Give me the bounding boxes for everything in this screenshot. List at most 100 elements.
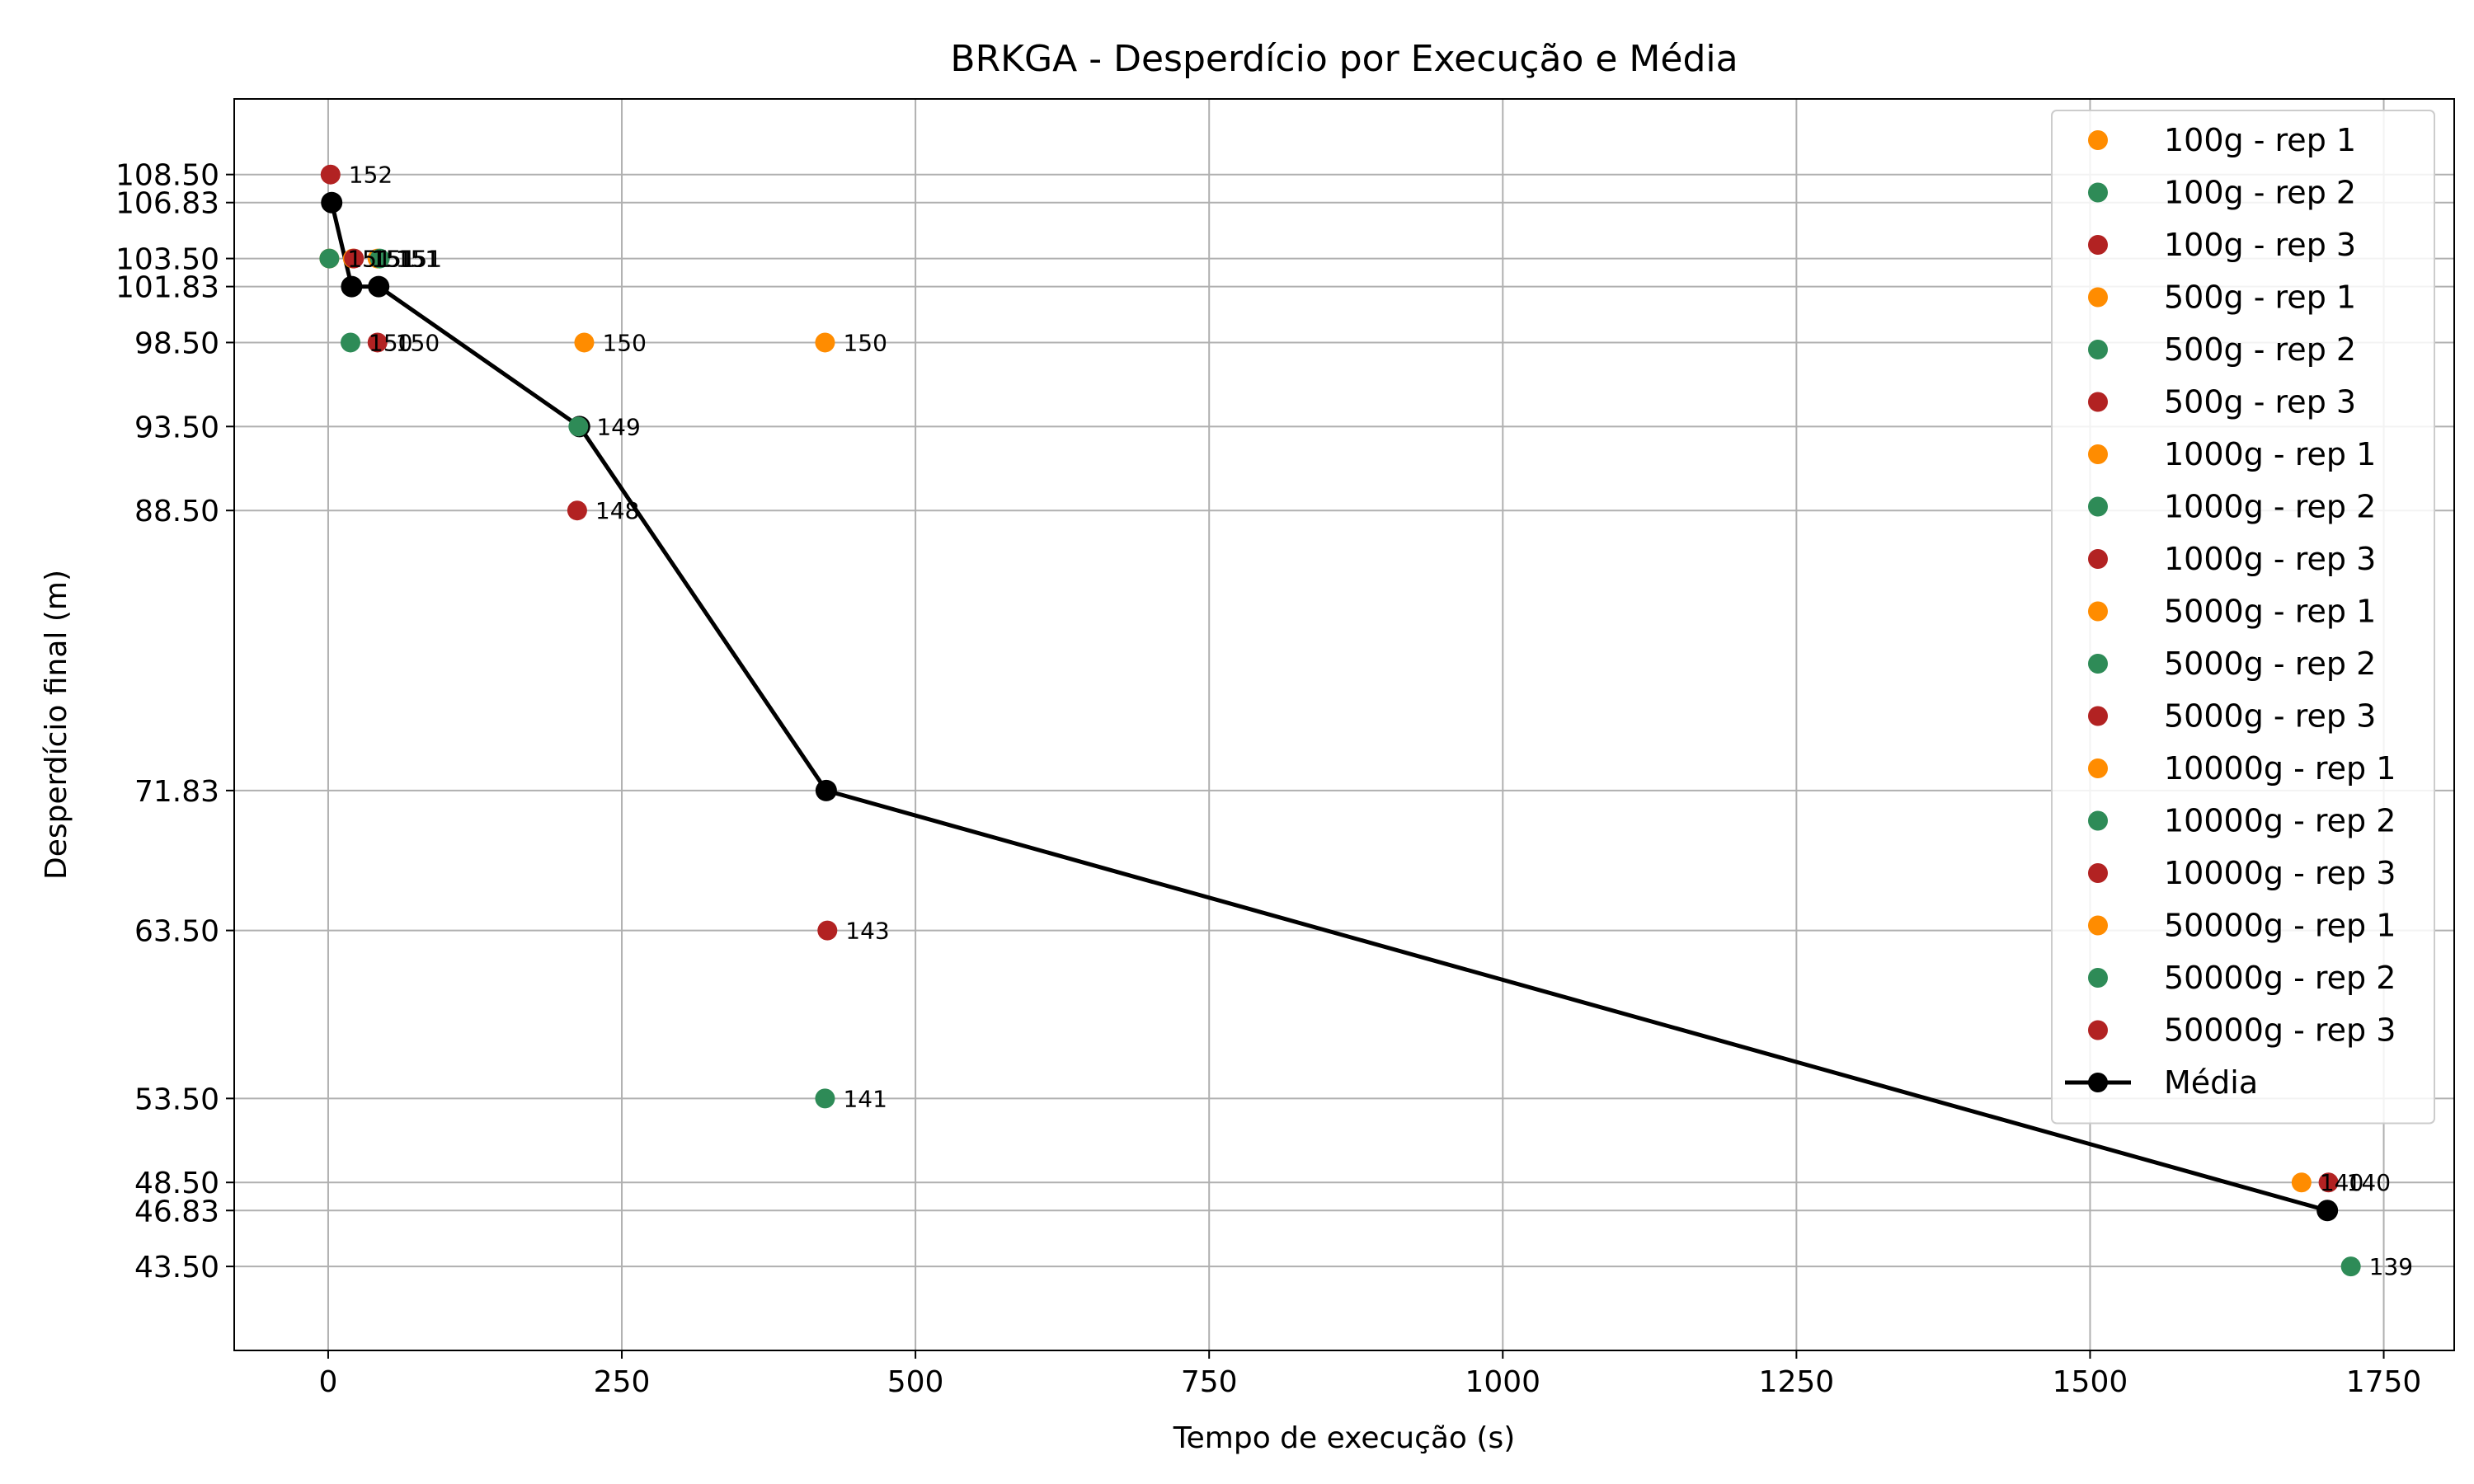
y-tick-label: 43.50	[134, 1251, 219, 1284]
legend-entry: 1000g - rep 3	[2164, 541, 2376, 577]
data-point	[344, 248, 365, 269]
chart-title: BRKGA - Desperdício por Execução e Média	[950, 38, 1738, 80]
data-point-label: 151	[372, 246, 416, 273]
legend-entry: 50000g - rep 3	[2164, 1012, 2396, 1049]
data-point	[815, 1088, 835, 1109]
legend-marker	[2088, 182, 2108, 203]
data-point-label: 141	[843, 1085, 887, 1112]
data-point	[567, 500, 587, 521]
data-point-label: 152	[349, 162, 393, 189]
legend-marker	[2088, 706, 2108, 726]
legend-marker	[2088, 287, 2108, 308]
legend-marker	[2088, 130, 2108, 150]
data-point-label: 140	[2347, 1169, 2391, 1196]
x-tick-label: 750	[1181, 1365, 1238, 1399]
legend-entry: Média	[2164, 1064, 2258, 1101]
x-tick-label: 1500	[2053, 1365, 2128, 1399]
data-point	[568, 416, 589, 437]
y-tick-label: 108.50	[115, 159, 219, 193]
legend-entry: 500g - rep 3	[2164, 384, 2356, 420]
y-axis-label: Desperdício final (m)	[40, 570, 73, 880]
mean-point	[321, 191, 343, 214]
legend-marker	[2088, 340, 2108, 359]
legend-marker	[2088, 810, 2108, 831]
data-point	[367, 332, 388, 353]
data-point	[341, 332, 361, 353]
data-point-label: 151	[398, 246, 442, 273]
y-tick-label: 103.50	[115, 243, 219, 277]
legend-entry: 500g - rep 2	[2164, 331, 2356, 368]
legend-entry: 1000g - rep 2	[2164, 489, 2376, 525]
legend-marker	[2088, 601, 2108, 622]
data-point-label: 139	[2369, 1253, 2413, 1280]
legend-entry: 5000g - rep 3	[2164, 698, 2376, 735]
legend-marker	[2088, 496, 2108, 517]
x-tick-label: 0	[318, 1365, 337, 1399]
y-tick-label: 98.50	[134, 326, 219, 360]
data-point	[2291, 1172, 2312, 1193]
legend-marker	[2088, 654, 2108, 674]
y-tick-label: 88.50	[134, 495, 219, 528]
legend-entry: 100g - rep 1	[2164, 122, 2356, 158]
data-point	[319, 248, 340, 269]
x-tick-label: 500	[887, 1365, 944, 1399]
data-point-label: 151	[371, 246, 415, 273]
legend-marker	[2088, 392, 2108, 412]
data-point-label: 151	[396, 246, 440, 273]
mean-line	[329, 202, 2328, 1213]
data-point	[320, 164, 341, 185]
y-tick-label: 93.50	[134, 411, 219, 444]
data-point	[815, 332, 835, 353]
legend-entry: 10000g - rep 2	[2164, 803, 2396, 839]
legend-marker	[2088, 1020, 2108, 1040]
legend-entry: 500g - rep 1	[2164, 279, 2356, 316]
data-point-label: 150	[843, 329, 887, 356]
x-tick-label: 250	[594, 1365, 651, 1399]
data-point-label: 150	[602, 329, 646, 356]
y-tick-label: 53.50	[134, 1082, 219, 1116]
legend-marker	[2088, 915, 2108, 936]
x-tick-label: 1750	[2346, 1365, 2422, 1399]
data-point-label: 151	[347, 246, 391, 273]
data-point-label: 143	[845, 918, 889, 945]
legend-box	[2051, 110, 2435, 1125]
data-point-label: 151	[347, 246, 391, 273]
x-tick-label: 1000	[1465, 1365, 1540, 1399]
legend-marker	[2088, 758, 2108, 778]
legend-entry: 50000g - rep 1	[2164, 908, 2396, 944]
data-point	[817, 920, 838, 941]
y-tick-label: 71.83	[134, 775, 219, 809]
legend-marker	[2088, 549, 2108, 569]
mean-point	[815, 779, 837, 801]
legend-marker	[2088, 235, 2108, 255]
legend-entry: 50000g - rep 2	[2164, 960, 2396, 996]
legend-entry: 5000g - rep 1	[2164, 594, 2376, 630]
y-tick-label: 63.50	[134, 915, 219, 949]
legend: 100g - rep 1 100g - rep 2 100g - rep 3 500g…	[2051, 110, 2435, 1125]
legend-entry: 100g - rep 3	[2164, 227, 2356, 263]
data-point-label: 140	[2320, 1169, 2363, 1196]
data-point-label: 149	[596, 413, 640, 440]
legend-marker	[2088, 1073, 2108, 1092]
x-axis: 0 250 500 750 1000 1250 1500 1750	[318, 1350, 2421, 1399]
y-tick-label: 106.83	[115, 187, 219, 221]
legend-entry: 5000g - rep 2	[2164, 646, 2376, 682]
scatter-points	[319, 164, 2361, 1277]
y-tick-label: 46.83	[134, 1195, 219, 1228]
legend-marker	[2088, 863, 2108, 883]
legend-entry: 10000g - rep 1	[2164, 750, 2396, 787]
data-point-label: 148	[595, 497, 639, 524]
data-point	[574, 332, 595, 353]
x-tick-label: 1250	[1759, 1365, 1835, 1399]
data-point	[2340, 1256, 2361, 1277]
data-point	[2318, 1172, 2339, 1193]
data-point	[369, 248, 390, 269]
legend-marker	[2088, 968, 2108, 988]
data-point-label: 150	[396, 329, 440, 356]
y-tick-label: 48.50	[134, 1167, 219, 1200]
mean-point	[368, 275, 390, 298]
data-point-label: 150	[369, 329, 412, 356]
